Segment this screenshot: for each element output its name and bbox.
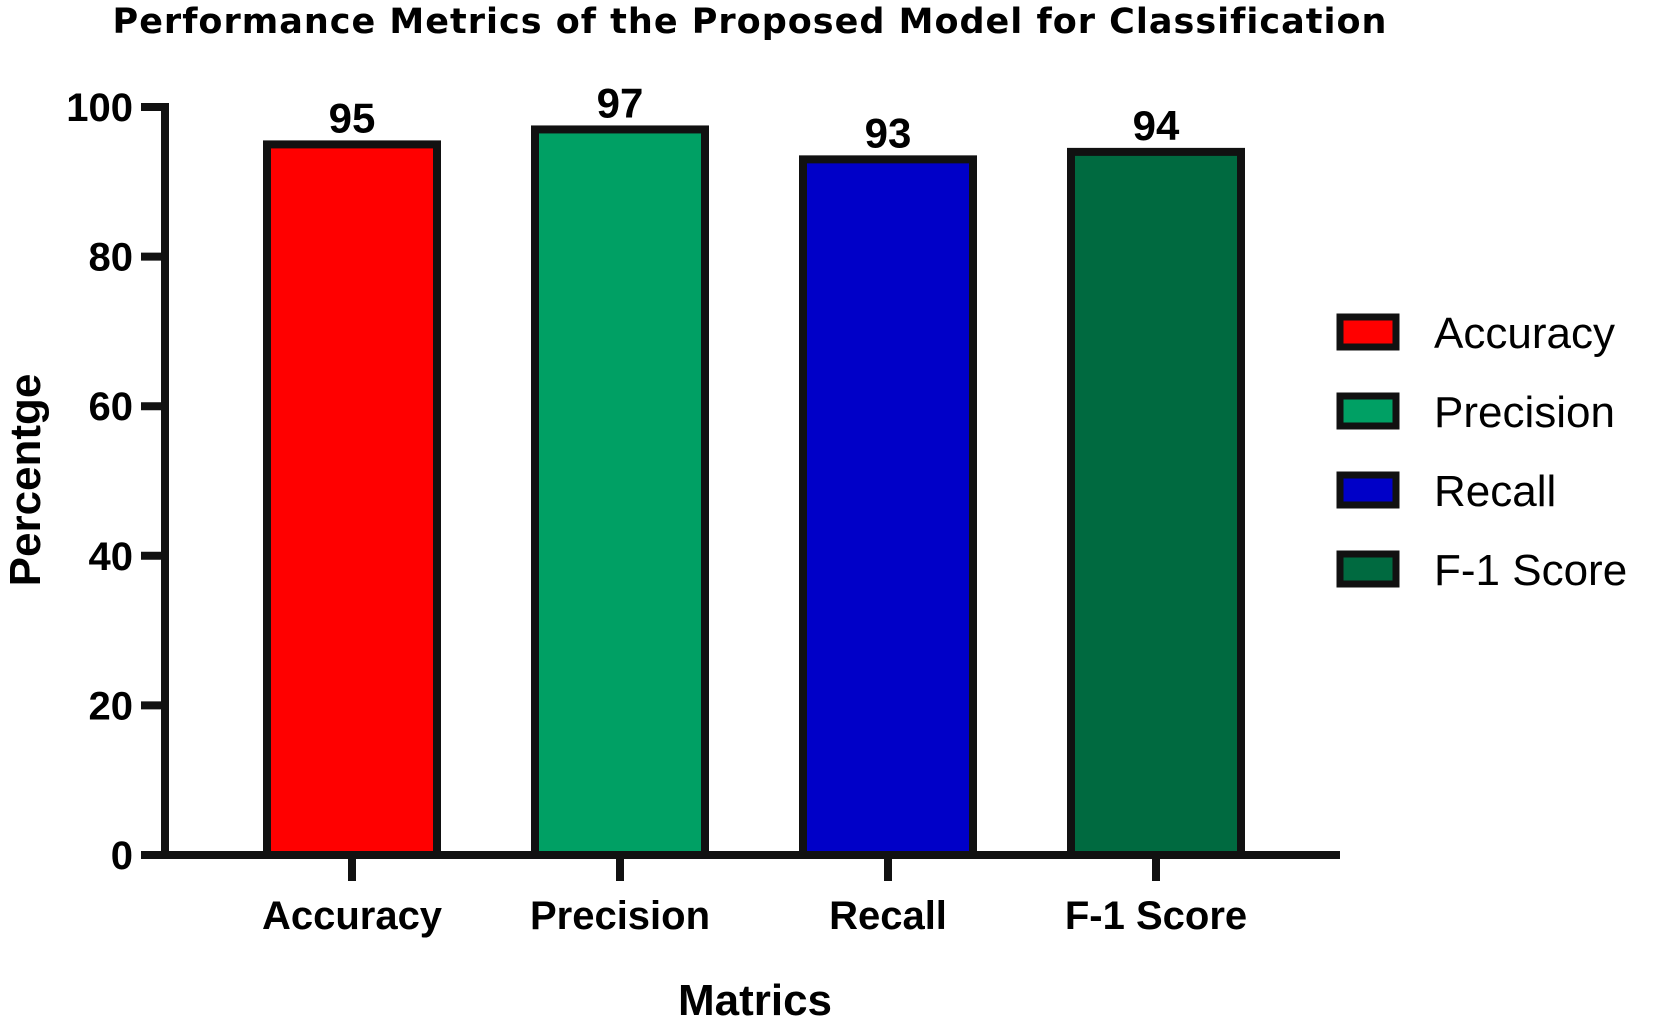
x-tick-label: Precision	[530, 894, 710, 938]
y-tick-label: 0	[111, 834, 133, 878]
bar-accuracy	[263, 140, 441, 859]
data-label: 93	[865, 109, 912, 156]
chart-title: Performance Metrics of the Proposed Mode…	[113, 2, 1388, 42]
data-label: 97	[597, 79, 644, 126]
bars-layer: 95 97 93 94	[263, 79, 1245, 860]
legend-swatch	[1336, 313, 1400, 351]
axes-layer: Accuracy Precision Recall F-1 Score 0 20 40 60 8…	[66, 86, 1340, 938]
legend-swatch	[1336, 550, 1400, 588]
x-axis-label: Matrics	[678, 976, 832, 1025]
data-label: 94	[1133, 102, 1180, 149]
legend-label: F-1 Score	[1434, 546, 1627, 595]
bar-precision	[531, 125, 709, 859]
y-tick-label: 20	[89, 684, 134, 728]
legend-swatch	[1336, 392, 1400, 430]
y-tick-label: 40	[89, 535, 134, 579]
legend-label: Recall	[1434, 467, 1556, 516]
legend-label: Accuracy	[1434, 309, 1615, 358]
y-tick-label: 60	[89, 385, 134, 429]
legend: Accuracy Precision Recall F-1 Score	[1336, 309, 1627, 595]
y-tick-label: 100	[66, 86, 133, 130]
x-tick-label: Accuracy	[262, 894, 443, 938]
bar-f-1-score	[1067, 147, 1245, 859]
x-tick-label: F-1 Score	[1065, 894, 1247, 938]
legend-label: Precision	[1434, 388, 1615, 437]
y-axis-label: Percentge	[1, 374, 50, 587]
y-tick-label: 80	[89, 236, 134, 280]
data-label: 95	[329, 94, 376, 141]
bar-recall	[799, 155, 977, 860]
legend-swatch	[1336, 471, 1400, 509]
x-tick-label: Recall	[829, 894, 947, 938]
